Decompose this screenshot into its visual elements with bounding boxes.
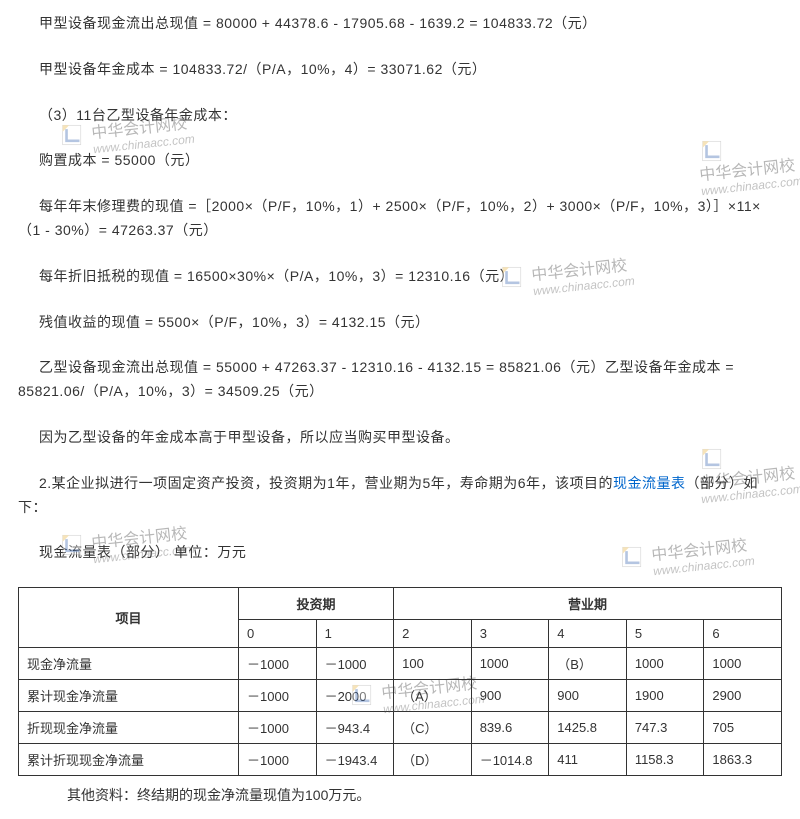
cell: 1425.8 xyxy=(549,712,627,744)
para-4: 购置成本 = 55000（元） xyxy=(18,149,782,173)
cell: 839.6 xyxy=(471,712,549,744)
cell: 900 xyxy=(471,680,549,712)
cell: 747.3 xyxy=(626,712,704,744)
th-period-4: 4 xyxy=(549,620,627,648)
cell: －2000 xyxy=(316,680,394,712)
para-2: 甲型设备年金成本 = 104833.72/（P/A，10%，4）= 33071.… xyxy=(18,58,782,82)
th-period-1: 1 xyxy=(316,620,394,648)
table-row: 累计折现现金净流量－1000－1943.4（D）－1014.84111158.3… xyxy=(19,744,782,776)
cash-flow-table: 项目 投资期 营业期 0123456 现金净流量－1000－1000100100… xyxy=(18,587,782,776)
row-label: 累计折现现金净流量 xyxy=(19,744,239,776)
para-10: 2.某企业拟进行一项固定资产投资，投资期为1年，营业期为5年，寿命期为6年，该项… xyxy=(18,472,782,520)
cell: 1863.3 xyxy=(704,744,782,776)
th-invest: 投资期 xyxy=(239,588,394,620)
row-label: 折现现金净流量 xyxy=(19,712,239,744)
cell: －1014.8 xyxy=(471,744,549,776)
para-3: （3）11台乙型设备年金成本： xyxy=(18,104,782,128)
para-11: 现金流量表（部分） 单位：万元 xyxy=(18,541,782,565)
cell: 1900 xyxy=(626,680,704,712)
para-7: 残值收益的现值 = 5500×（P/F，10%，3）= 4132.15（元） xyxy=(18,311,782,335)
cash-flow-link[interactable]: 现金流量表 xyxy=(613,475,686,491)
para-6: 每年折旧抵税的现值 = 16500×30%×（P/A，10%，3）= 12310… xyxy=(18,265,782,289)
cell: （B） xyxy=(549,648,627,680)
cell: －1000 xyxy=(239,712,317,744)
th-period-2: 2 xyxy=(394,620,472,648)
para-8: 乙型设备现金流出总现值 = 55000 + 47263.37 - 12310.1… xyxy=(18,356,782,404)
cell: （A） xyxy=(394,680,472,712)
cell: （D） xyxy=(394,744,472,776)
th-period-0: 0 xyxy=(239,620,317,648)
th-period-6: 6 xyxy=(704,620,782,648)
para-5: 每年年末修理费的现值 =［2000×（P/F，10%，1）+ 2500×（P/F… xyxy=(18,195,782,243)
cell: 2900 xyxy=(704,680,782,712)
cell: 411 xyxy=(549,744,627,776)
table-row: 折现现金净流量－1000－943.4（C）839.61425.8747.3705 xyxy=(19,712,782,744)
cell: 1000 xyxy=(626,648,704,680)
cell: －1943.4 xyxy=(316,744,394,776)
row-label: 累计现金净流量 xyxy=(19,680,239,712)
cell: －1000 xyxy=(239,744,317,776)
watermark-logo-icon xyxy=(700,448,726,470)
cell: －943.4 xyxy=(316,712,394,744)
cell: －1000 xyxy=(239,648,317,680)
cell: 1158.3 xyxy=(626,744,704,776)
th-period-3: 3 xyxy=(471,620,549,648)
row-label: 现金净流量 xyxy=(19,648,239,680)
cell: 1000 xyxy=(704,648,782,680)
para-9: 因为乙型设备的年金成本高于甲型设备，所以应当购买甲型设备。 xyxy=(18,426,782,450)
table-row: 累计现金净流量－1000－2000（A）90090019002900 xyxy=(19,680,782,712)
footer-note: 其他资料：终结期的现金净流量现值为100万元。 xyxy=(18,784,782,806)
watermark-logo-icon xyxy=(60,124,86,146)
cell: －1000 xyxy=(316,648,394,680)
para-1: 甲型设备现金流出总现值 = 80000 + 44378.6 - 17905.68… xyxy=(18,12,782,36)
th-item: 项目 xyxy=(19,588,239,648)
table-header-row-1: 项目 投资期 营业期 xyxy=(19,588,782,620)
para-10-a: 2.某企业拟进行一项固定资产投资，投资期为1年，营业期为5年，寿命期为6年，该项… xyxy=(39,475,613,491)
cell: （C） xyxy=(394,712,472,744)
cell: 900 xyxy=(549,680,627,712)
cell: 705 xyxy=(704,712,782,744)
cell: 1000 xyxy=(471,648,549,680)
table-row: 现金净流量－1000－10001001000（B）10001000 xyxy=(19,648,782,680)
cell: 100 xyxy=(394,648,472,680)
cell: －1000 xyxy=(239,680,317,712)
th-period-5: 5 xyxy=(626,620,704,648)
table-body: 现金净流量－1000－10001001000（B）10001000累计现金净流量… xyxy=(19,648,782,776)
th-operate: 营业期 xyxy=(394,588,782,620)
